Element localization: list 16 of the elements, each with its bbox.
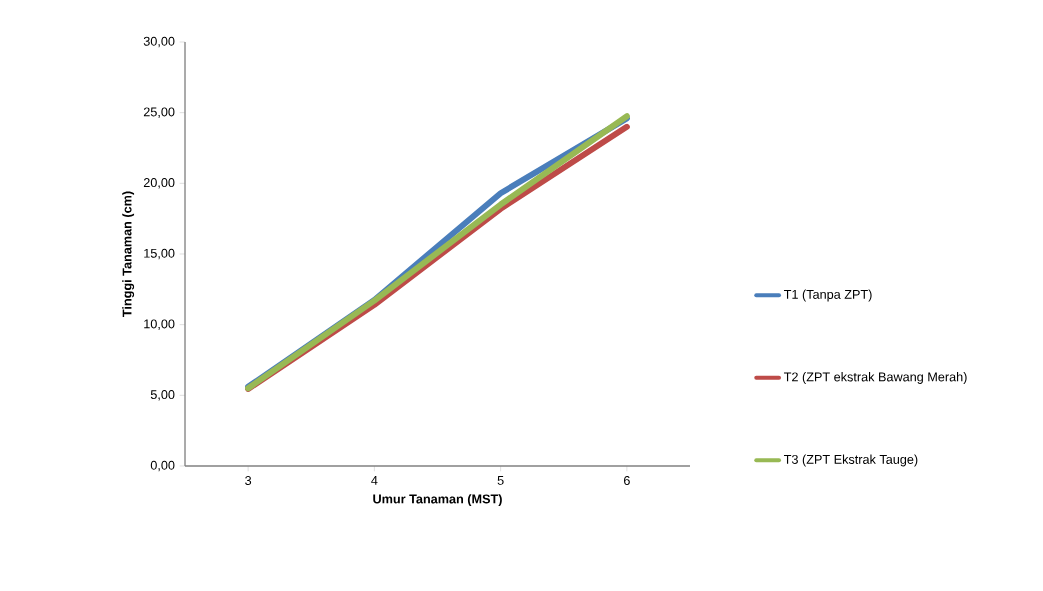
y-tick-label: 20,00 bbox=[143, 178, 175, 189]
legend-label: T1 (Tanpa ZPT) bbox=[783, 289, 872, 302]
y-tick-label: 15,00 bbox=[144, 248, 175, 260]
legend-label: T3 (ZPT Ekstrak Tauge) bbox=[783, 454, 918, 467]
y-axis-title: Tinggi Tanaman (cm) bbox=[122, 191, 135, 317]
x-axis-title: Umur Tanaman (MST) bbox=[373, 494, 502, 506]
y-tick-label: 5,00 bbox=[150, 390, 175, 401]
y-tick-label: 10,00 bbox=[144, 319, 175, 330]
y-tick-label: 0,00 bbox=[150, 460, 175, 472]
legend-label: T2 (ZPT ekstrak Bawang Merah) bbox=[783, 372, 967, 384]
y-tick-label: 25,00 bbox=[143, 107, 175, 118]
x-tick-label: 6 bbox=[624, 476, 630, 485]
x-tick-label: 3 bbox=[245, 476, 252, 485]
y-tick-label: 30,00 bbox=[143, 36, 175, 48]
x-tick-label: 5 bbox=[497, 476, 504, 485]
x-tick-label: 4 bbox=[371, 476, 378, 485]
